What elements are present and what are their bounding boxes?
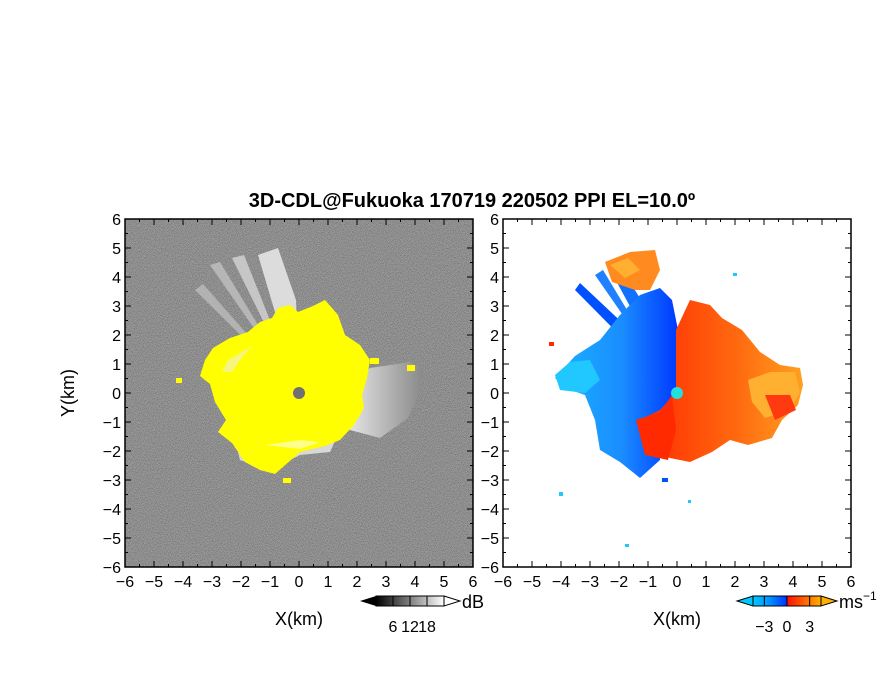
velocity-xtick-label: −2 (610, 574, 628, 591)
reflectivity-ylabel: Y(km) (58, 369, 78, 417)
velocity-ytick-label: 1 (490, 357, 499, 374)
reflectivity-xtick-label: 3 (382, 574, 391, 591)
reflectivity-ytick-label: −1 (103, 415, 121, 432)
reflectivity-ytick-label: 3 (112, 299, 121, 316)
reflectivity-xtick-label: −5 (145, 574, 163, 591)
velocity-colorbar-tick: 0 (783, 619, 792, 636)
velocity-xtick-label: −5 (523, 574, 541, 591)
reflectivity-xtick-label: 5 (440, 574, 449, 591)
velocity-xtick-label: 0 (673, 574, 682, 591)
reflectivity-xtick-label: 6 (469, 574, 478, 591)
velocity-image (503, 219, 851, 567)
reflectivity-image (125, 219, 473, 567)
velocity-axis-ticks: −6 −5 −4 −3 −2 −1 0 1 2 3 4 5 6 6 5 4 3 2 1 0 −1 −2 −3 −4 −5 −6 (481, 212, 856, 591)
velocity-ytick-label: −4 (481, 502, 499, 519)
reflectivity-colorbar-tick: 12 (401, 619, 419, 636)
reflectivity-ytick-label: −2 (103, 444, 121, 461)
velocity-ytick-label: −5 (481, 531, 499, 548)
velocity-ytick-label: 3 (490, 299, 499, 316)
reflectivity-ytick-label: 4 (112, 270, 121, 287)
reflectivity-xlabel: X(km) (275, 609, 323, 629)
reflectivity-colorbar-tick: 18 (418, 619, 436, 636)
reflectivity-xtick-label: 1 (324, 574, 333, 591)
reflectivity-ytick-label: 5 (112, 241, 121, 258)
reflectivity-colorbar: 6 12 18 dB (360, 592, 484, 636)
reflectivity-xtick-label: −3 (203, 574, 221, 591)
reflectivity-xtick-label: −1 (261, 574, 279, 591)
velocity-xtick-label: −1 (639, 574, 657, 591)
reflectivity-ytick-label: 2 (112, 328, 121, 345)
velocity-ytick-label: 6 (490, 212, 499, 229)
velocity-colorbar: −3 0 3 ms−1 (735, 589, 877, 636)
reflectivity-ytick-label: −6 (103, 560, 121, 577)
velocity-ytick-label: 2 (490, 328, 499, 345)
velocity-xtick-label: 6 (847, 574, 856, 591)
velocity-colorbar-tick: 3 (805, 619, 814, 636)
velocity-ytick-label: 5 (490, 241, 499, 258)
velocity-xtick-label: 2 (731, 574, 740, 591)
reflectivity-ytick-label: 1 (112, 357, 121, 374)
reflectivity-xtick-label: 4 (411, 574, 420, 591)
reflectivity-xtick-label: −2 (232, 574, 250, 591)
velocity-ytick-label: −3 (481, 473, 499, 490)
velocity-xtick-label: −6 (494, 574, 512, 591)
reflectivity-ytick-label: 6 (112, 212, 121, 229)
reflectivity-xtick-label: 2 (353, 574, 362, 591)
velocity-colorbar-tick: −3 (755, 619, 773, 636)
reflectivity-colorbar-tick: 6 (389, 619, 398, 636)
reflectivity-xtick-label: −4 (174, 574, 192, 591)
velocity-ytick-label: 0 (490, 386, 499, 403)
velocity-xtick-label: 1 (702, 574, 711, 591)
velocity-ytick-label: 4 (490, 270, 499, 287)
velocity-xtick-label: 3 (760, 574, 769, 591)
velocity-colorbar-unit: ms−1 (839, 589, 877, 612)
reflectivity-axis-ticks: −6 −5 −4 −3 −2 −1 0 1 2 3 4 5 6 6 5 4 3 2 1 0 −1 −2 −3 −4 −5 −6 (103, 212, 478, 591)
reflectivity-ytick-label: −5 (103, 531, 121, 548)
velocity-xtick-label: −4 (552, 574, 570, 591)
velocity-panel: −6 −5 −4 −3 −2 −1 0 1 2 3 4 5 6 6 5 4 3 2 1 0 −1 −2 −3 −4 −5 −6 X… (481, 212, 877, 636)
reflectivity-colorbar-unit: dB (462, 592, 484, 612)
reflectivity-ytick-label: −4 (103, 502, 121, 519)
velocity-xlabel: X(km) (653, 609, 701, 629)
velocity-xtick-label: 4 (789, 574, 798, 591)
reflectivity-ytick-label: −3 (103, 473, 121, 490)
reflectivity-xtick-label: 0 (295, 574, 304, 591)
velocity-ytick-label: −2 (481, 444, 499, 461)
velocity-xtick-label: −3 (581, 574, 599, 591)
chart-title: 3D-CDL@Fukuoka 170719 220502 PPI EL=10.0… (249, 190, 695, 212)
reflectivity-ytick-label: 0 (112, 386, 121, 403)
velocity-xtick-label: 5 (818, 574, 827, 591)
velocity-ytick-label: −6 (481, 560, 499, 577)
reflectivity-xtick-label: −6 (116, 574, 134, 591)
velocity-ytick-label: −1 (481, 415, 499, 432)
